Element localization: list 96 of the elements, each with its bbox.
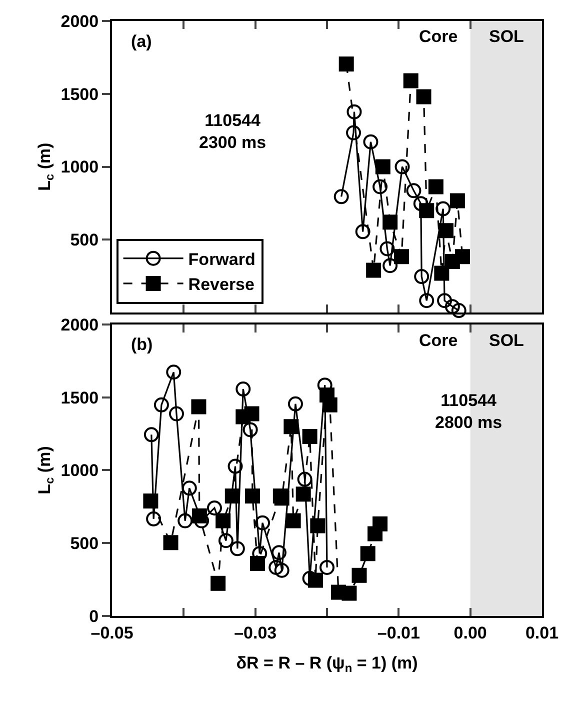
- point: [242, 422, 258, 438]
- point: [284, 419, 299, 434]
- y-tick-label: 500: [70, 230, 99, 250]
- band-label: SOL: [489, 27, 524, 46]
- point: [372, 179, 388, 194]
- point: [182, 480, 197, 496]
- point: [274, 562, 290, 578]
- point: [394, 249, 410, 264]
- point: [169, 406, 184, 422]
- annotation: 110544 2800 ms: [435, 391, 502, 432]
- point: [382, 214, 398, 230]
- y-tick-label: 0: [89, 606, 99, 626]
- point: [230, 541, 245, 556]
- point: [308, 572, 324, 588]
- point: [163, 535, 178, 550]
- point: [244, 406, 260, 422]
- point: [406, 183, 422, 198]
- point: [434, 266, 450, 281]
- x-tick-label: 0.00: [454, 623, 487, 642]
- point: [320, 560, 334, 575]
- point: [334, 189, 349, 204]
- point: [450, 193, 465, 208]
- point: [375, 159, 390, 174]
- point: [236, 382, 251, 397]
- point: [218, 533, 234, 548]
- point: [297, 472, 312, 487]
- point: [271, 545, 286, 560]
- point: [286, 513, 301, 528]
- x-tick-label: –0.01: [377, 623, 420, 642]
- point: [192, 508, 207, 524]
- point: [143, 493, 158, 508]
- point: [451, 303, 466, 318]
- x-axis-title: δR = R – R (ψ$_{n}$ = 1) (m): [236, 653, 418, 675]
- point: [403, 73, 418, 88]
- point: [394, 159, 410, 174]
- point: [216, 513, 231, 528]
- point: [338, 56, 354, 72]
- y-tick-label: 1000: [60, 158, 99, 177]
- point: [416, 89, 432, 104]
- point: [288, 396, 303, 412]
- y-tick-label: 1000: [60, 461, 99, 480]
- point: [382, 258, 398, 274]
- point: [224, 488, 240, 504]
- point: [178, 513, 193, 528]
- point: [144, 427, 159, 442]
- point: [346, 125, 362, 140]
- point: [166, 364, 182, 380]
- legend-label: Reverse: [188, 275, 254, 294]
- x-tick-label: 0.01: [525, 623, 559, 642]
- point: [414, 269, 430, 284]
- point: [436, 201, 451, 216]
- point: [438, 223, 454, 238]
- point: [454, 249, 470, 264]
- point: [146, 511, 162, 526]
- legend-label: Forward: [188, 250, 256, 269]
- y-tick-label: 1500: [60, 84, 99, 104]
- annotation: 110544 2300 ms: [199, 111, 266, 152]
- x-tick-label: –0.03: [234, 623, 277, 642]
- y-tick-label: 2000: [60, 12, 99, 31]
- point: [419, 203, 434, 218]
- band-label: SOL: [489, 331, 524, 350]
- point: [255, 515, 270, 530]
- annotation: (a): [131, 32, 152, 51]
- point: [437, 293, 452, 308]
- point: [363, 134, 378, 150]
- point: [380, 241, 395, 256]
- point: [413, 196, 428, 212]
- annotation: (b): [131, 335, 153, 354]
- point: [228, 458, 243, 474]
- y-tick-label: 500: [70, 534, 99, 554]
- annotation: Core: [419, 331, 458, 350]
- point: [360, 546, 376, 562]
- point: [372, 516, 388, 532]
- point: [302, 429, 318, 444]
- point: [310, 518, 326, 534]
- point: [355, 224, 370, 240]
- point: [342, 586, 357, 601]
- point: [210, 576, 226, 591]
- point: [244, 488, 260, 504]
- point: [268, 560, 284, 575]
- point: [154, 397, 169, 412]
- point: [366, 262, 382, 278]
- x-tick-label: –0.05: [90, 623, 134, 642]
- point: [296, 486, 311, 502]
- point: [346, 104, 362, 120]
- annotation: Core: [419, 27, 458, 46]
- point: [191, 399, 206, 414]
- point: [419, 293, 434, 308]
- point: [206, 500, 222, 516]
- point: [322, 397, 338, 412]
- point: [352, 568, 367, 583]
- point: [250, 556, 265, 572]
- y-tick-label: 2000: [60, 315, 99, 334]
- point: [444, 299, 460, 314]
- y-tick-label: 1500: [60, 388, 99, 408]
- point: [428, 179, 444, 194]
